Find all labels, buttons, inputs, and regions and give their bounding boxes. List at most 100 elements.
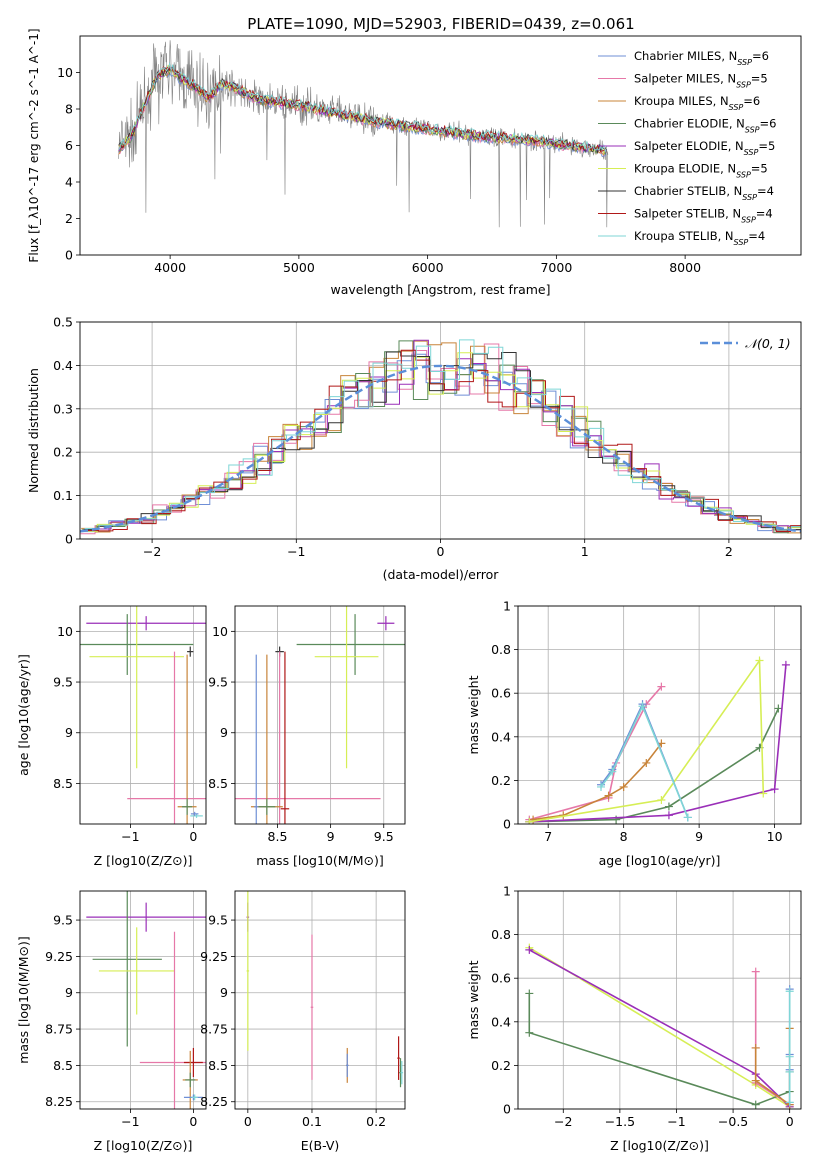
weight-point-marker: [785, 1052, 794, 1061]
mass-vs-EBV-plot-area: [246, 891, 404, 1088]
weight-vs-age-y-label: mass weight: [466, 675, 481, 754]
axes-frame: [517, 890, 802, 1110]
weight-series-line: [529, 708, 780, 823]
weight-point-marker: [785, 1067, 794, 1076]
x-tick-label: −2: [554, 1114, 572, 1129]
mass-vs-Z-y-label: mass [log10(M/M⊙)]: [16, 936, 31, 1064]
weight-point-marker: [525, 945, 534, 954]
legend-label: Salpeter STELIB, NSSP=4: [634, 207, 773, 225]
legend-nssp-value: =5: [751, 72, 768, 86]
legend-label: Chabrier MILES, NSSP=6: [634, 49, 769, 67]
x-tick-label: 10: [767, 829, 783, 844]
error-bar-point: [254, 654, 259, 824]
x-tick-label: 4000: [154, 260, 186, 275]
weight-point-marker: [664, 802, 673, 811]
y-tick-label: 0: [503, 1102, 511, 1117]
error-bar-point: [296, 614, 405, 675]
y-tick-label: 10: [57, 65, 73, 80]
weight-point-marker: [751, 1076, 760, 1085]
weight-series-line: [529, 658, 765, 823]
x-tick-label: 0: [189, 829, 197, 844]
weight-point-marker: [525, 989, 534, 998]
y-tick-label: 0.4: [53, 358, 73, 373]
x-tick-label: 9: [695, 829, 703, 844]
weight-vs-Z-y-label: mass weight: [466, 960, 481, 1039]
y-tick-label: 8.25: [45, 1094, 73, 1109]
x-tick-label: 9: [327, 829, 335, 844]
y-tick-label: 0.2: [491, 773, 511, 788]
weight-point-marker: [751, 1100, 760, 1109]
error-bar-point: [310, 934, 314, 1080]
y-tick-label: 8.75: [45, 1022, 73, 1037]
weight-point-marker: [604, 791, 613, 800]
age-vs-Z-panel: −1 0 8.5 9 9.5 10 Z [log10(Z/Z⊙)] age [log10(ag…: [16, 605, 207, 868]
axes-frame: [517, 605, 802, 825]
x-tick-label: 0: [244, 1114, 252, 1129]
y-tick-label: 1: [503, 884, 511, 899]
error-bar-point: [86, 902, 206, 932]
error-bar-point: [185, 1072, 196, 1088]
age-vs-mass-plot-area: [235, 606, 405, 824]
weight-point-marker: [785, 1098, 794, 1107]
error-bar-point: [190, 811, 199, 816]
error-bar-point: [280, 651, 290, 824]
age-vs-mass-x-label: mass [log10(M/M⊙)]: [256, 853, 384, 868]
y-tick-label: 0.4: [491, 1014, 511, 1029]
x-tick-label: 9.5: [374, 829, 394, 844]
x-tick-label: 8.5: [268, 829, 288, 844]
x-tick-label: −1: [121, 829, 139, 844]
gaussian-reference-line: [80, 364, 801, 533]
residual-histogram: [82, 339, 801, 532]
error-bar-point: [377, 616, 395, 631]
mass-vs-Z-panel: −1 0 8.25 8.5 8.75 9 9.25 9.5 Z [log10(Z/Z⊙)] mas…: [16, 890, 207, 1153]
legend-ssp-subscript: SSP: [736, 80, 751, 89]
y-tick-label: 8.5: [53, 776, 73, 791]
y-tick-label: 0.8: [491, 642, 511, 657]
residual-histogram: [81, 340, 801, 534]
legend-ssp-subscript: SSP: [745, 125, 760, 134]
y-tick-label: 8.5: [208, 776, 228, 791]
error-bar-point: [400, 1061, 404, 1085]
error-bar-point: [89, 606, 184, 769]
y-tick-label: 9.5: [53, 675, 73, 690]
weight-vs-age-x-label: age [log10(age/yr)]: [599, 853, 721, 868]
weight-series-line: [600, 704, 689, 818]
error-bar-point: [80, 614, 194, 675]
axes-frame: [79, 605, 207, 825]
weight-series-line: [529, 664, 787, 823]
legend-nssp-value: =4: [756, 207, 773, 221]
weight-point-marker: [657, 682, 666, 691]
age-vs-Z-x-label: Z [log10(Z/Z⊙)]: [94, 853, 193, 868]
y-tick-label: 6: [65, 138, 73, 153]
x-tick-label: 8: [620, 829, 628, 844]
weight-point-marker: [525, 817, 534, 824]
error-bar-point: [345, 1053, 349, 1078]
x-tick-label: 7: [544, 829, 552, 844]
error-bar-point: [191, 1094, 198, 1101]
weight-series-line: [600, 702, 689, 818]
axes-frame: [79, 321, 802, 540]
gaussian-legend-label: 𝒩(0, 1): [745, 336, 791, 351]
legend-nssp-value: =4: [757, 184, 774, 198]
legend-ssp-subscript: SSP: [737, 58, 752, 67]
mass-vs-Z-plot-area: [86, 891, 206, 1109]
legend-label: Kroupa MILES, NSSP=6: [634, 94, 760, 112]
weight-vs-Z-panel: −2 −1.5 −1 −0.5 0 0 0.2 0.4 0.6 0.8 1 Z [log10(Z/Z⊙…: [466, 884, 802, 1153]
weight-point-marker: [597, 782, 606, 791]
weight-vs-Z-plot-area: [525, 943, 794, 1109]
y-tick-label: 0.5: [53, 315, 73, 330]
residuals-panel: −2 −1 0 1 2 0 0.1 0.2 0.3 0.4 0.5 (data-model)/erro…: [26, 315, 802, 582]
x-tick-label: 1: [581, 544, 589, 559]
y-tick-label: 9.5: [208, 913, 228, 928]
y-tick-label: 0.1: [53, 488, 73, 503]
figure-title: PLATE=1090, MJD=52903, FIBERID=0439, z=0…: [247, 15, 634, 33]
x-tick-label: 0.1: [302, 1114, 322, 1129]
legend-ssp-subscript: SSP: [734, 238, 749, 247]
y-tick-label: 8.75: [200, 1022, 228, 1037]
axes-frame: [234, 890, 406, 1110]
legend-label: Chabrier ELODIE, NSSP=6: [634, 117, 776, 135]
weight-point-marker: [770, 785, 779, 794]
x-tick-label: 2: [725, 544, 733, 559]
weight-vs-age-plot-area: [525, 656, 790, 824]
